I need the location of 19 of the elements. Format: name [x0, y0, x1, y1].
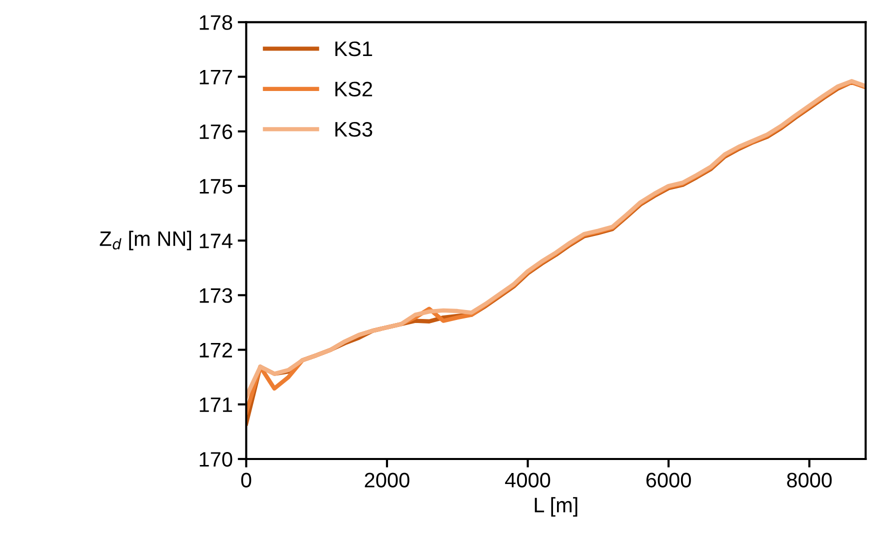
x-tick-label: 4000 [505, 472, 550, 488]
x-tick-label: 0 [241, 472, 252, 488]
x-tick-label: 6000 [646, 472, 691, 488]
x-tick-label: 2000 [364, 472, 410, 488]
y-tick-label: 174 [200, 234, 232, 248]
y-tick-label: 175 [200, 179, 232, 194]
y-tick-label: 177 [200, 70, 232, 84]
y-tick-label: 170 [200, 452, 232, 467]
y-tick-label: 178 [200, 15, 232, 30]
legend-label: KS2 [335, 82, 372, 96]
y-tick-label: 172 [200, 342, 232, 358]
x-tick-label: 8000 [787, 472, 832, 488]
y-tick-label: 171 [200, 398, 232, 412]
y-tick-label: 176 [200, 124, 232, 140]
y-axis-title: Z$_{d}$ [m NN] [100, 230, 192, 250]
legend-label: KS3 [335, 122, 372, 137]
y-tick-label: 173 [200, 288, 232, 303]
legend-label: KS1 [335, 41, 372, 56]
x-axis-title: L [m] [534, 497, 578, 517]
